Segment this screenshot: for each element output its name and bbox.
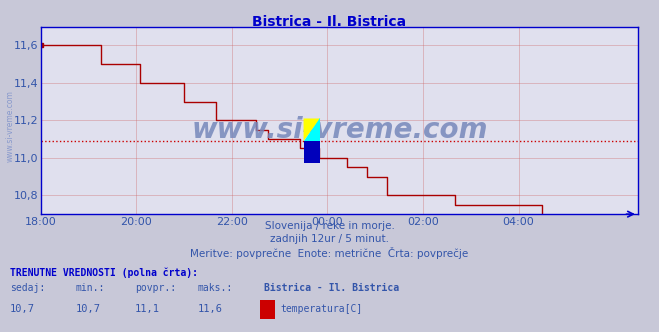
Text: Bistrica - Il. Bistrica: Bistrica - Il. Bistrica xyxy=(252,15,407,29)
Text: temperatura[C]: temperatura[C] xyxy=(280,304,362,314)
Text: 11,6: 11,6 xyxy=(198,304,223,314)
Text: 10,7: 10,7 xyxy=(76,304,101,314)
Text: Slovenija / reke in morje.: Slovenija / reke in morje. xyxy=(264,221,395,231)
Text: sedaj:: sedaj: xyxy=(10,283,45,293)
Text: Meritve: povprečne  Enote: metrične  Črta: povprečje: Meritve: povprečne Enote: metrične Črta:… xyxy=(190,247,469,259)
Text: Bistrica - Il. Bistrica: Bistrica - Il. Bistrica xyxy=(264,283,399,293)
Polygon shape xyxy=(304,119,320,141)
Text: zadnjih 12ur / 5 minut.: zadnjih 12ur / 5 minut. xyxy=(270,234,389,244)
Text: TRENUTNE VREDNOSTI (polna črta):: TRENUTNE VREDNOSTI (polna črta): xyxy=(10,267,198,278)
Text: maks.:: maks.: xyxy=(198,283,233,293)
Text: povpr.:: povpr.: xyxy=(135,283,176,293)
Text: min.:: min.: xyxy=(76,283,105,293)
Polygon shape xyxy=(304,141,320,163)
Text: 11,1: 11,1 xyxy=(135,304,160,314)
Text: www.si-vreme.com: www.si-vreme.com xyxy=(5,90,14,162)
Text: 10,7: 10,7 xyxy=(10,304,35,314)
Text: www.si-vreme.com: www.si-vreme.com xyxy=(191,116,488,144)
Polygon shape xyxy=(304,119,320,141)
